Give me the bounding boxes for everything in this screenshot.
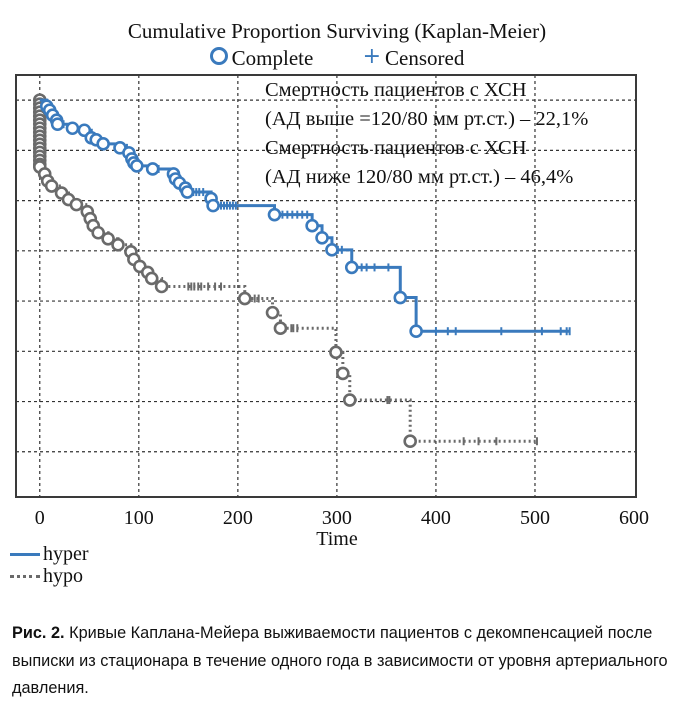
complete-event-marker	[305, 218, 319, 233]
x-tick-label: 300	[321, 507, 352, 529]
complete-event-marker	[44, 179, 59, 193]
legend-censored-label: Censored	[385, 45, 465, 70]
complete-event-marker	[65, 121, 80, 136]
legend-hyper-label: hyper	[43, 543, 89, 565]
annotation-line-2: (АД выше =120/80 мм рт.ст.) – 22,1%	[265, 108, 589, 130]
complete-event-marker	[267, 207, 282, 222]
chart-title: Cumulative Proportion Surviving (Kaplan-…	[127, 19, 547, 43]
complete-event-marker	[265, 305, 280, 320]
complete-event-marker	[342, 393, 357, 407]
x-tick-label: 200	[222, 507, 253, 529]
caption-label: Рис. 2.	[12, 624, 65, 642]
complete-event-marker	[130, 159, 144, 173]
complete-event-marker	[273, 321, 288, 336]
caption-text: Кривые Каплана-Мейера выживаемости пацие…	[12, 624, 668, 697]
complete-event-marker	[403, 434, 417, 449]
solid-line-icon	[10, 552, 40, 556]
x-tick-label: 400	[420, 507, 451, 529]
complete-event-marker	[206, 198, 220, 213]
x-tick-label: 500	[519, 507, 550, 529]
annotation-line-4: (АД ниже 120/80 мм рт.ст.) – 46,4%	[265, 166, 574, 188]
complete-event-marker	[329, 345, 343, 360]
circle-marker-icon	[209, 47, 228, 66]
series-hypo	[32, 93, 538, 449]
series-hyper	[39, 98, 571, 339]
legend-complete: Complete	[209, 44, 314, 71]
complete-event-marker	[101, 231, 115, 246]
legend-hypo: hypo	[10, 565, 89, 587]
complete-event-marker	[69, 197, 84, 212]
complete-event-marker	[50, 117, 65, 132]
x-tick-label: 600	[619, 507, 650, 529]
complete-event-marker	[145, 162, 160, 176]
legend-complete-label: Complete	[231, 45, 314, 70]
complete-event-marker	[409, 324, 423, 339]
complete-event-marker	[237, 291, 252, 306]
x-tick-label: 0	[34, 507, 45, 529]
legend-censored: + Censored	[363, 44, 465, 71]
complete-event-marker	[111, 238, 125, 252]
legend-hypo-label: hypo	[43, 565, 83, 587]
legend-hyper: hyper	[10, 543, 89, 565]
series-legend: hyper hypo	[10, 543, 89, 587]
annotation-line-1: Смертность пациентов с ХСН	[265, 79, 527, 101]
marker-legend: Complete + Censored	[0, 43, 674, 71]
complete-event-marker	[144, 271, 159, 286]
annotation-line-3: Смертность пациентов с ХСН	[265, 137, 527, 159]
complete-event-marker	[325, 243, 339, 257]
complete-event-marker	[344, 260, 359, 275]
mortality-annotation: Смертность пациентов с ХСН (АД выше =120…	[265, 76, 588, 192]
complete-event-marker	[393, 290, 408, 305]
plus-marker-icon: +	[362, 43, 381, 69]
complete-event-marker	[91, 225, 106, 240]
complete-event-marker	[96, 137, 110, 151]
complete-event-marker	[180, 185, 195, 199]
figure-caption: Рис. 2. Кривые Каплана-Мейера выживаемос…	[12, 620, 672, 703]
series-layer	[32, 93, 571, 449]
complete-event-marker	[315, 230, 329, 245]
complete-event-marker	[336, 366, 350, 381]
x-tick-label: 100	[123, 507, 154, 529]
complete-event-marker	[154, 279, 169, 294]
dotted-line-icon	[10, 574, 40, 578]
plot-frame	[15, 74, 637, 498]
x-axis-label: Time	[316, 528, 358, 550]
